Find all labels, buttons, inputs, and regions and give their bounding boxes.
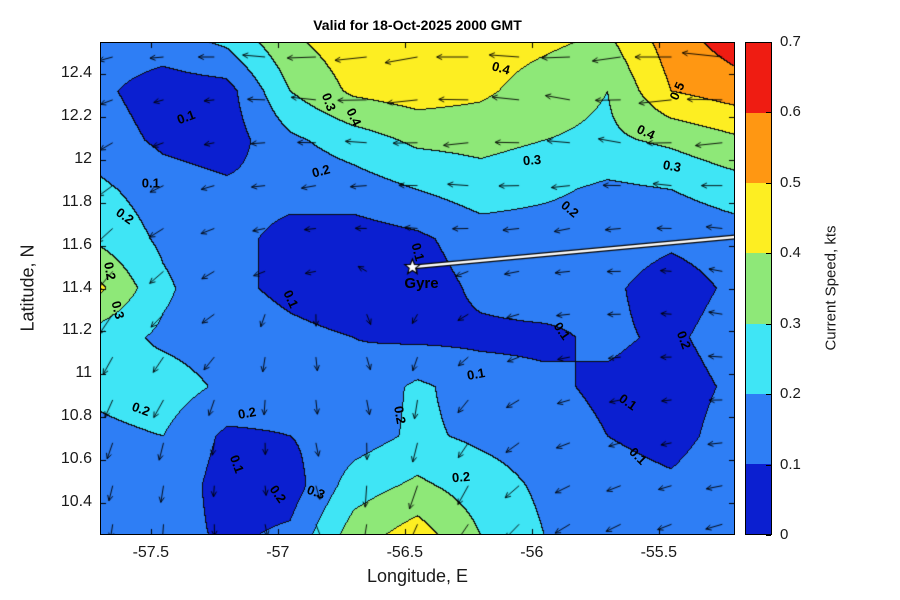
gyre-label: Gyre — [404, 275, 439, 293]
colorbar-tick-label: 0.4 — [780, 244, 801, 262]
colorbar-tick-label: 0.1 — [780, 455, 801, 473]
colorbar-label: Current Speed, kts — [822, 225, 840, 351]
y-tick-label: 11.8 — [62, 192, 92, 210]
colorbar-tick — [766, 253, 771, 254]
y-tick-label: 11 — [75, 364, 92, 382]
x-tick-label: -57 — [266, 544, 290, 561]
y-tick-label: 11.2 — [62, 321, 92, 339]
current-speed-contour-canvas — [100, 42, 735, 535]
colorbar-tick — [766, 465, 771, 466]
y-tick-label: 12.4 — [60, 64, 92, 82]
x-tick-label: -56.5 — [386, 544, 424, 561]
y-tick-label: 10.8 — [60, 407, 92, 425]
y-tick-label: 12 — [74, 149, 92, 167]
y-tick-label: 11.4 — [62, 278, 92, 296]
colorbar-band — [746, 183, 771, 254]
colorbar-tick — [766, 394, 771, 395]
colorbar-band — [746, 253, 771, 324]
chart-title: Valid for 18-Oct-2025 2000 GMT — [313, 17, 522, 33]
y-tick-label: 11.6 — [62, 235, 92, 253]
x-tick-label: -57.5 — [132, 544, 170, 561]
colorbar-tick — [766, 183, 771, 184]
colorbar-tick-label: 0.7 — [780, 33, 801, 50]
colorbar-tick — [766, 535, 771, 536]
colorbar-tick-label: 0.6 — [780, 103, 801, 121]
colorbar-tick — [766, 42, 771, 43]
colorbar-band — [746, 43, 771, 114]
x-tick-label: -56 — [520, 544, 544, 561]
colorbar-tick-label: 0 — [780, 526, 789, 543]
colorbar — [745, 42, 772, 535]
colorbar-tick — [766, 324, 771, 325]
colorbar-band — [746, 113, 771, 184]
y-tick-label: 12.2 — [60, 107, 92, 125]
colorbar-tick-label: 0.5 — [780, 173, 801, 191]
x-tick-label: -55.5 — [640, 544, 678, 561]
y-tick-label: 10.6 — [60, 449, 92, 467]
colorbar-band — [746, 323, 771, 394]
colorbar-tick-label: 0.3 — [780, 314, 801, 332]
x-axis-label: Longitude, E — [366, 566, 469, 586]
y-tick-label: 10.4 — [60, 492, 92, 510]
colorbar-tick-label: 0.2 — [780, 385, 801, 403]
colorbar-band — [746, 463, 771, 534]
colorbar-tick — [766, 112, 771, 113]
colorbar-band — [746, 393, 771, 464]
